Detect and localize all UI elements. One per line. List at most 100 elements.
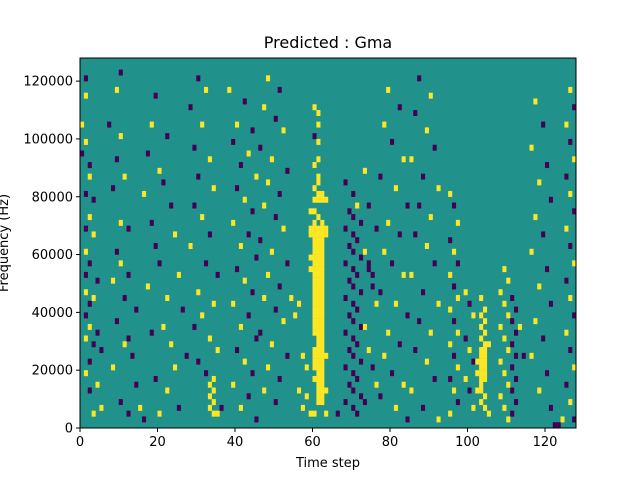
heatmap-cell (320, 260, 325, 267)
heatmap-cell (173, 364, 178, 371)
heatmap-cell (304, 393, 309, 400)
heatmap-cell (455, 295, 460, 302)
heatmap-cell (126, 225, 131, 232)
heatmap-cell (428, 329, 433, 336)
heatmap-cell (312, 312, 317, 319)
heatmap-cell (320, 271, 325, 278)
heatmap-cell (455, 260, 460, 267)
heatmap-cell (498, 289, 503, 296)
heatmap-cell (312, 295, 317, 302)
heatmap-cell (374, 300, 379, 307)
heatmap-cell (238, 404, 243, 411)
heatmap-cell (548, 300, 553, 307)
heatmap-cell (537, 179, 542, 186)
heatmap-cell (479, 295, 484, 302)
heatmap-cell (386, 219, 391, 226)
heatmap-cell (471, 358, 476, 365)
heatmap-cell (548, 196, 553, 203)
heatmap-cell (192, 144, 197, 151)
heatmap-cell (452, 387, 457, 394)
heatmap-cell (362, 323, 367, 330)
heatmap-cell (545, 162, 550, 169)
heatmap-cell (266, 364, 271, 371)
heatmap-cell (312, 300, 317, 307)
heatmap-cell (320, 370, 325, 377)
heatmap-cell (242, 196, 247, 203)
heatmap-cell (448, 271, 453, 278)
heatmap-cell (285, 260, 290, 267)
heatmap-cell (297, 387, 302, 394)
heatmap-cell (471, 312, 476, 319)
y-axis: 0 20000 40000 60000 80000 100000 120000 (23, 75, 80, 437)
heatmap-cell (452, 352, 457, 359)
heatmap-cell (157, 260, 162, 267)
heatmap-cell (483, 364, 488, 371)
heatmap-cell (564, 329, 569, 336)
heatmap-cell (572, 156, 577, 163)
heatmap-cell (87, 358, 92, 365)
heatmap-cell (211, 410, 216, 417)
heatmap-cell (320, 254, 325, 261)
heatmap-cell (304, 364, 309, 371)
heatmap-cell (231, 300, 236, 307)
heatmap-cell (436, 416, 441, 423)
heatmap-cell (320, 300, 325, 307)
heatmap-cell (262, 387, 267, 394)
heatmap-cell (273, 214, 278, 221)
heatmap-cell (281, 225, 286, 232)
heatmap-cell (362, 399, 367, 406)
heatmap-cell (374, 381, 379, 388)
heatmap-cell (506, 277, 511, 284)
heatmap-cell (545, 266, 550, 273)
heatmap-cell (359, 219, 364, 226)
heatmap-cell (176, 271, 181, 278)
heatmap-cell (246, 393, 251, 400)
heatmap-cell (401, 271, 406, 278)
heatmap-cell (316, 399, 321, 406)
heatmap-cell (359, 323, 364, 330)
heatmap-cell (533, 318, 538, 325)
heatmap-cell (471, 404, 476, 411)
heatmap-cell (312, 243, 317, 249)
heatmap-cell (506, 416, 511, 423)
heatmap-cell (83, 370, 88, 377)
heatmap-cell (277, 375, 282, 382)
heatmap-cell (219, 404, 224, 411)
heatmap-cell (312, 329, 317, 336)
heatmap-cell (514, 399, 519, 406)
heatmap-cell (83, 92, 88, 99)
heatmap-cell (366, 202, 371, 209)
heatmap-cell (529, 248, 534, 255)
heatmap-cell (413, 110, 418, 117)
heatmap-cell (169, 341, 174, 348)
heatmap-cell (312, 358, 317, 365)
x-tick-label: 40 (227, 435, 244, 450)
heatmap-cell (204, 86, 209, 93)
heatmap-cell (413, 347, 418, 354)
heatmap-cell (343, 399, 348, 406)
heatmap-cell (320, 399, 325, 406)
heatmap-cell (506, 347, 511, 354)
heatmap-cell (297, 300, 302, 307)
heatmap-cell (196, 173, 201, 180)
heatmap-cell (320, 381, 325, 388)
heatmap-cell (448, 375, 453, 382)
heatmap-cell (316, 335, 321, 342)
heatmap-cell (254, 335, 259, 342)
heatmap-cell (405, 202, 410, 209)
heatmap-cell (312, 410, 317, 417)
heatmap-cell (479, 387, 484, 394)
heatmap-cell (355, 271, 360, 278)
heatmap-cell (320, 358, 325, 365)
heatmap-cell (572, 312, 577, 319)
heatmap-cell (351, 352, 356, 359)
heatmap-cell (455, 364, 460, 371)
heatmap-cell (483, 352, 488, 359)
heatmap-cell (572, 364, 577, 371)
heatmap-cell (510, 387, 515, 394)
heatmap-cell (95, 277, 100, 284)
heatmap-cell (382, 248, 387, 255)
heatmap-cell (142, 190, 147, 197)
heatmap-cell (483, 375, 488, 382)
heatmap-cell (316, 110, 321, 117)
